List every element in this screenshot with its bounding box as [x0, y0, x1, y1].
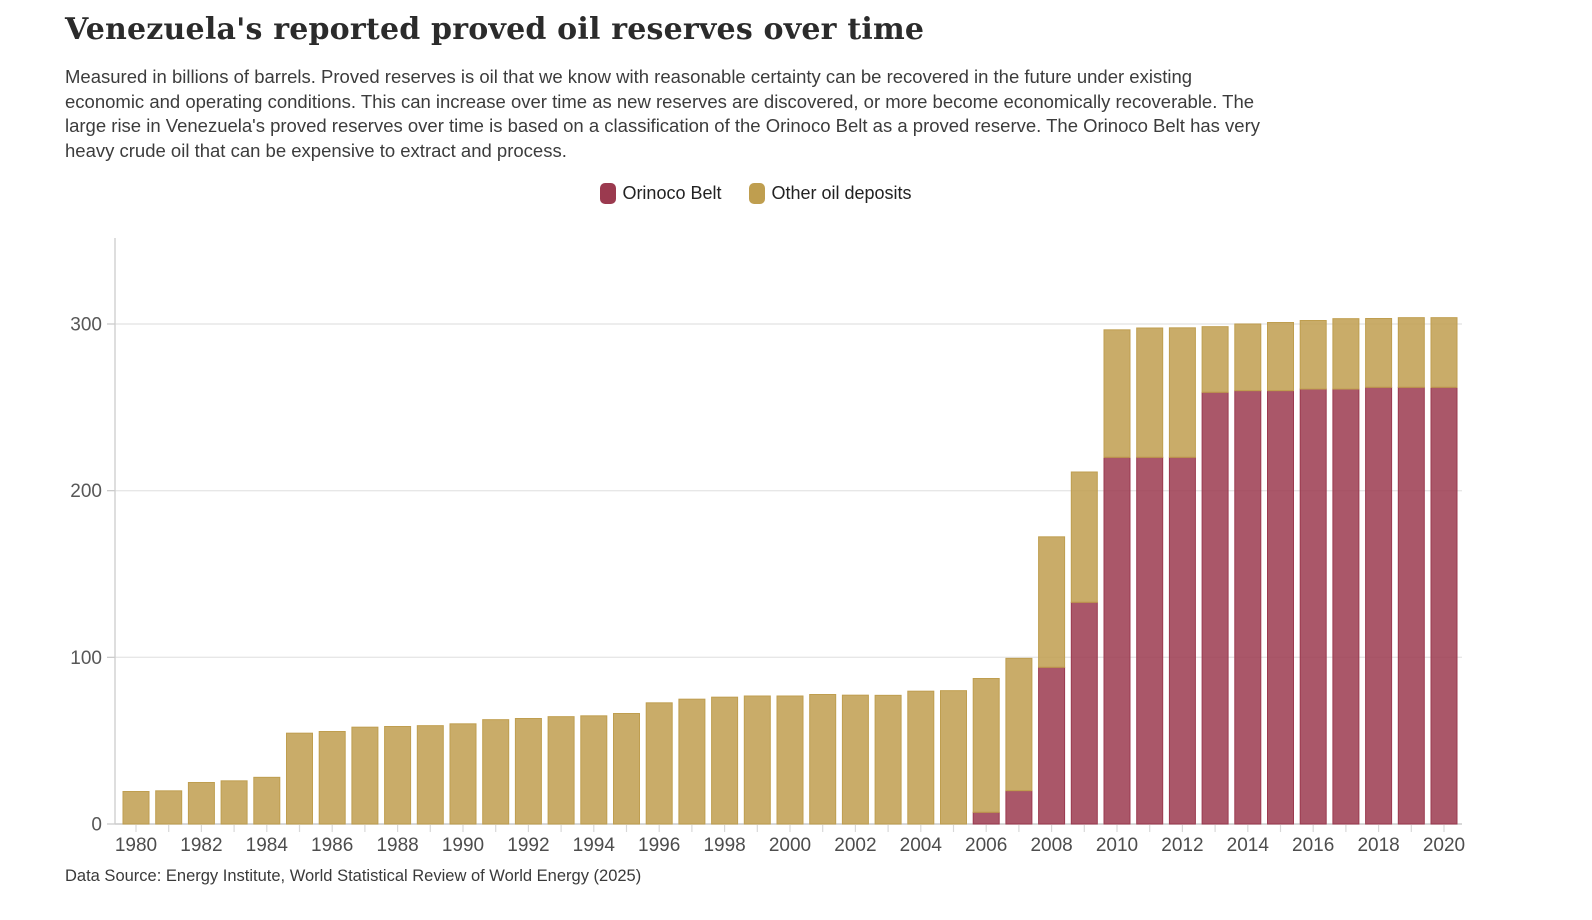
x-axis-tick-label: 2004 [900, 835, 943, 856]
bar-segment-other-oil-deposits-1983 [220, 780, 248, 825]
x-axis-tick-label: 2002 [834, 835, 876, 856]
bar-segment-orinoco-belt-2019 [1397, 386, 1425, 825]
bar-segment-other-oil-deposits-1994 [580, 715, 608, 825]
bar-segment-other-oil-deposits-2012 [1168, 327, 1196, 458]
bar-segment-other-oil-deposits-1987 [351, 726, 379, 825]
bar-segment-other-oil-deposits-1988 [384, 726, 412, 825]
chart-subtitle: Measured in billions of barrels. Proved … [65, 65, 1485, 163]
bar-segment-other-oil-deposits-2001 [809, 694, 837, 825]
bar-segment-other-oil-deposits-1990 [449, 723, 477, 825]
x-axis-tick-label: 1980 [115, 835, 157, 856]
x-axis-tick-label: 2020 [1423, 835, 1465, 856]
subtitle-line: economic and operating conditions. This … [65, 90, 1255, 112]
bar-segment-orinoco-belt-2017 [1332, 388, 1360, 825]
bar-segment-other-oil-deposits-2004 [907, 690, 935, 825]
bar-segment-other-oil-deposits-1984 [253, 776, 281, 825]
bar-segment-other-oil-deposits-2011 [1136, 327, 1164, 458]
x-axis-tick-label: 2016 [1292, 835, 1334, 856]
x-axis-tick-label: 2000 [769, 835, 811, 856]
bar-segment-other-oil-deposits-2014 [1234, 323, 1262, 392]
bar-segment-orinoco-belt-2018 [1365, 386, 1393, 825]
bar-segment-other-oil-deposits-1997 [678, 698, 706, 825]
bar-segment-orinoco-belt-2015 [1267, 390, 1294, 825]
bar-segment-other-oil-deposits-1981 [155, 790, 183, 825]
y-axis-tick-label: 100 [70, 648, 102, 669]
bar-segment-other-oil-deposits-2015 [1267, 322, 1294, 392]
bar-segment-other-oil-deposits-2007 [1005, 657, 1033, 792]
subtitle-line: Measured in billions of barrels. Proved … [65, 66, 1193, 87]
x-axis-tick-label: 2006 [965, 835, 1007, 856]
x-axis-tick-label: 1982 [180, 835, 222, 856]
bar-segment-orinoco-belt-2007 [1005, 790, 1033, 825]
subtitle-line: heavy crude oil that can be expensive to… [65, 139, 567, 161]
bar-segment-other-oil-deposits-1992 [514, 718, 542, 825]
x-axis-tick-label: 1988 [376, 835, 418, 856]
bar-segment-other-oil-deposits-2016 [1299, 320, 1327, 390]
bar-segment-orinoco-belt-2011 [1136, 456, 1164, 825]
x-axis-tick-label: 1998 [703, 835, 745, 856]
bar-segment-other-oil-deposits-1998 [711, 696, 739, 825]
bar-segment-other-oil-deposits-2020 [1430, 317, 1458, 388]
legend-item-orinoco-belt: Orinoco Belt [600, 183, 721, 204]
x-axis-tick-label: 2014 [1227, 835, 1270, 856]
x-axis-tick-label: 1994 [573, 835, 616, 856]
x-axis-tick-label: 1996 [638, 835, 680, 856]
bar-segment-other-oil-deposits-1982 [187, 782, 215, 825]
y-axis-tick-label: 300 [70, 315, 102, 336]
bar-segment-orinoco-belt-2009 [1070, 601, 1098, 825]
subtitle-line: large rise in Venezuela's proved reserve… [65, 115, 1260, 136]
y-axis-tick-label: 200 [70, 481, 102, 502]
x-axis-tick-label: 1986 [311, 835, 353, 856]
bar-segment-orinoco-belt-2008 [1038, 666, 1066, 825]
bar-segment-other-oil-deposits-1993 [547, 716, 575, 825]
legend-label: Other oil deposits [771, 183, 912, 203]
bar-segment-other-oil-deposits-1995 [613, 713, 640, 825]
legend-item-other-oil-deposits: Other oil deposits [749, 183, 912, 204]
x-axis-tick-label: 1992 [507, 835, 549, 856]
chart-legend: Orinoco Belt Other oil deposits [0, 183, 1512, 204]
bar-segment-other-oil-deposits-2019 [1397, 317, 1425, 388]
x-axis-tick-label: 2010 [1096, 835, 1138, 856]
x-axis-tick-label: 2012 [1161, 835, 1203, 856]
bar-segment-other-oil-deposits-1986 [318, 731, 346, 825]
bar-segment-other-oil-deposits-1989 [416, 725, 444, 825]
bar-segment-orinoco-belt-2010 [1103, 456, 1131, 825]
bar-segment-other-oil-deposits-1991 [482, 719, 510, 825]
y-axis-tick-label: 0 [91, 815, 102, 836]
x-axis-tick-label: 1990 [442, 835, 484, 856]
bar-segment-orinoco-belt-2014 [1234, 390, 1262, 825]
x-axis-tick-label: 2008 [1030, 835, 1072, 856]
x-axis-tick-label: 1984 [246, 835, 289, 856]
other-oil-deposits-swatch-icon [749, 183, 766, 204]
bar-segment-orinoco-belt-2020 [1430, 386, 1458, 825]
bar-segment-other-oil-deposits-2006 [972, 678, 1000, 813]
bar-segment-other-oil-deposits-2008 [1038, 536, 1066, 668]
bar-segment-orinoco-belt-2012 [1168, 456, 1196, 825]
bar-segment-other-oil-deposits-2013 [1201, 326, 1229, 393]
page-title: Venezuela's reported proved oil reserves… [65, 12, 925, 47]
bar-segment-other-oil-deposits-1996 [645, 702, 673, 825]
bar-segment-other-oil-deposits-2000 [776, 695, 804, 825]
x-axis-tick-label: 2018 [1357, 835, 1399, 856]
orinoco-belt-swatch-icon [600, 183, 617, 204]
bar-segment-orinoco-belt-2016 [1299, 388, 1327, 825]
data-source: Data Source: Energy Institute, World Sta… [65, 867, 642, 885]
bar-segment-other-oil-deposits-2009 [1070, 471, 1098, 603]
bar-segment-other-oil-deposits-1999 [743, 695, 771, 825]
bar-segment-other-oil-deposits-2002 [841, 694, 869, 825]
bar-segment-other-oil-deposits-2017 [1332, 318, 1360, 390]
bar-segment-other-oil-deposits-1980 [122, 791, 150, 825]
bar-segment-orinoco-belt-2013 [1201, 391, 1229, 825]
bar-segment-other-oil-deposits-2018 [1365, 318, 1393, 388]
bar-segment-other-oil-deposits-2003 [874, 694, 902, 825]
legend-label: Orinoco Belt [622, 183, 722, 203]
bar-segment-orinoco-belt-2006 [972, 811, 1000, 825]
bar-segment-other-oil-deposits-2010 [1103, 329, 1131, 458]
bar-segment-other-oil-deposits-1985 [286, 732, 313, 825]
bar-segment-other-oil-deposits-2005 [940, 690, 967, 825]
